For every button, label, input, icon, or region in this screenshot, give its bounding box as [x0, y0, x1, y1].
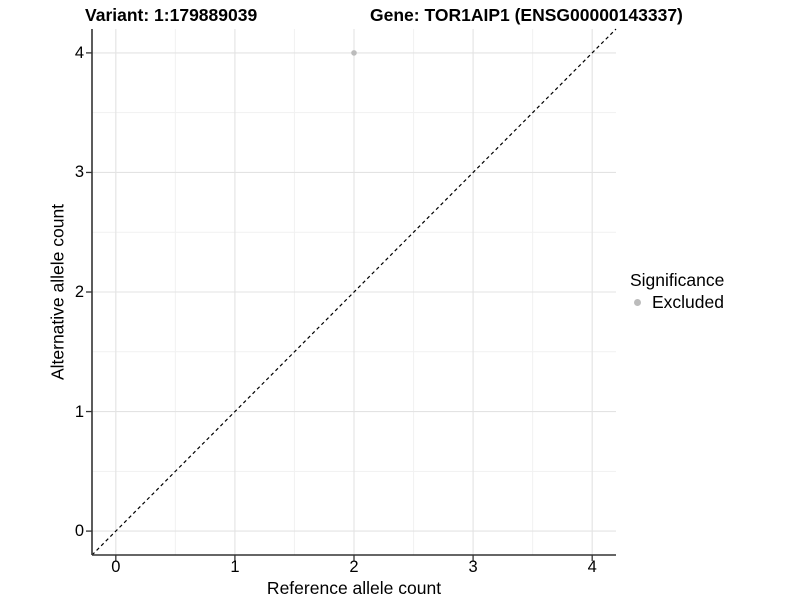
variant-title: Variant: 1:179889039: [85, 5, 258, 25]
y-tick-label: 2: [74, 283, 84, 301]
y-tick-label: 1: [74, 402, 84, 421]
gene-title: Gene: TOR1AIP1 (ENSG00000143337): [370, 5, 683, 25]
legend-item-label: Excluded: [652, 292, 724, 312]
x-tick-label: 1: [230, 558, 240, 576]
x-tick-label: 2: [349, 558, 359, 576]
legend: Significance Excluded: [630, 270, 724, 313]
y-tick-label: 4: [74, 43, 84, 62]
excluded-point-icon: [634, 299, 641, 306]
x-tick-label: 0: [111, 558, 121, 576]
y-tick-label: 3: [74, 163, 84, 182]
data-point: [351, 50, 357, 56]
x-tick-label: 4: [587, 558, 597, 576]
y-tick-label: 0: [74, 522, 84, 541]
x-tick-label: 3: [468, 558, 478, 576]
legend-item-excluded: Excluded: [630, 292, 724, 313]
legend-title: Significance: [630, 270, 725, 290]
identity-reference-line: [91, 28, 617, 556]
x-axis-title: Reference allele count: [266, 578, 442, 598]
